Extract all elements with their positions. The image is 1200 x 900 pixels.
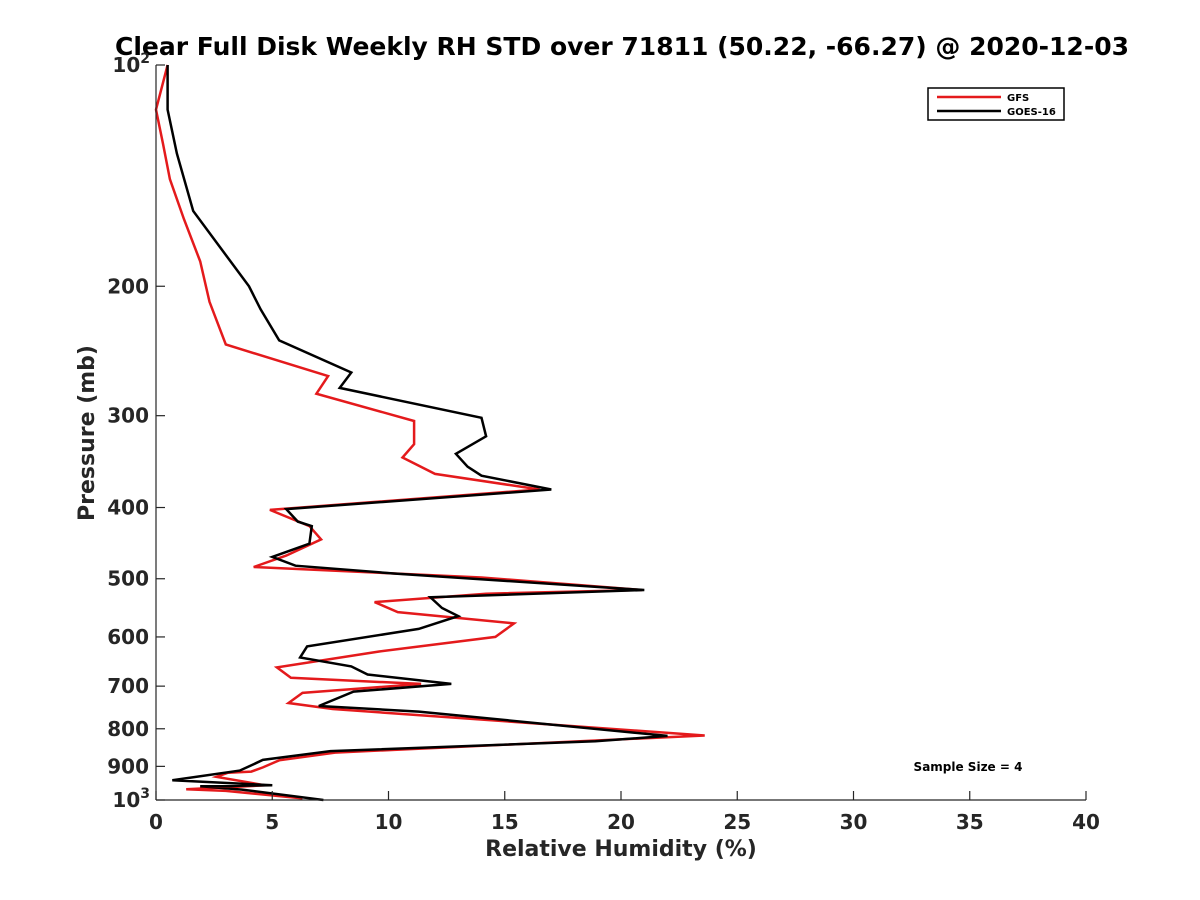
y-tick-label: 500 <box>107 567 149 591</box>
x-tick-label: 15 <box>491 810 519 834</box>
y-tick-label: 300 <box>107 404 149 428</box>
x-tick-label: 25 <box>723 810 751 834</box>
series-line-gfs <box>154 64 705 800</box>
x-tick-label: 10 <box>375 810 403 834</box>
y-tick-label: 800 <box>107 717 149 741</box>
x-tick-label: 35 <box>956 810 984 834</box>
x-tick-label: 5 <box>265 810 279 834</box>
y-tick-label: 600 <box>107 625 149 649</box>
chart-title: Clear Full Disk Weekly RH STD over 71811… <box>115 32 1129 61</box>
y-tick-label: 900 <box>107 754 149 778</box>
y-axis-label: Pressure (mb) <box>75 345 100 521</box>
series-line-goes16 <box>166 65 668 802</box>
plot-area <box>156 65 1086 800</box>
y-tick-label: 103 <box>112 786 150 812</box>
x-axis-label: Relative Humidity (%) <box>485 837 757 862</box>
y-axis-ticks: 102 200 300 400 500 600 700 800 900 103 <box>107 51 165 812</box>
y-tick-label: 400 <box>107 496 149 520</box>
x-tick-label: 20 <box>607 810 635 834</box>
legend-box <box>927 87 1065 121</box>
legend-label-goes16: GOES-16 <box>1007 107 1056 118</box>
x-tick-label: 30 <box>840 810 868 834</box>
x-axis-ticks: 0 5 10 15 20 25 30 35 40 <box>149 791 1100 834</box>
legend-label-gfs: GFS <box>1007 93 1029 104</box>
y-tick-label: 200 <box>107 274 149 298</box>
x-tick-label: 0 <box>149 810 163 834</box>
sample-size-annotation: Sample Size = 4 <box>914 760 1023 774</box>
series-layer <box>154 64 705 802</box>
x-tick-label: 40 <box>1072 810 1100 834</box>
legend: GFS GOES-16 <box>927 87 1065 121</box>
y-tick-label: 700 <box>107 674 149 698</box>
y-tick-label: 102 <box>112 51 150 77</box>
